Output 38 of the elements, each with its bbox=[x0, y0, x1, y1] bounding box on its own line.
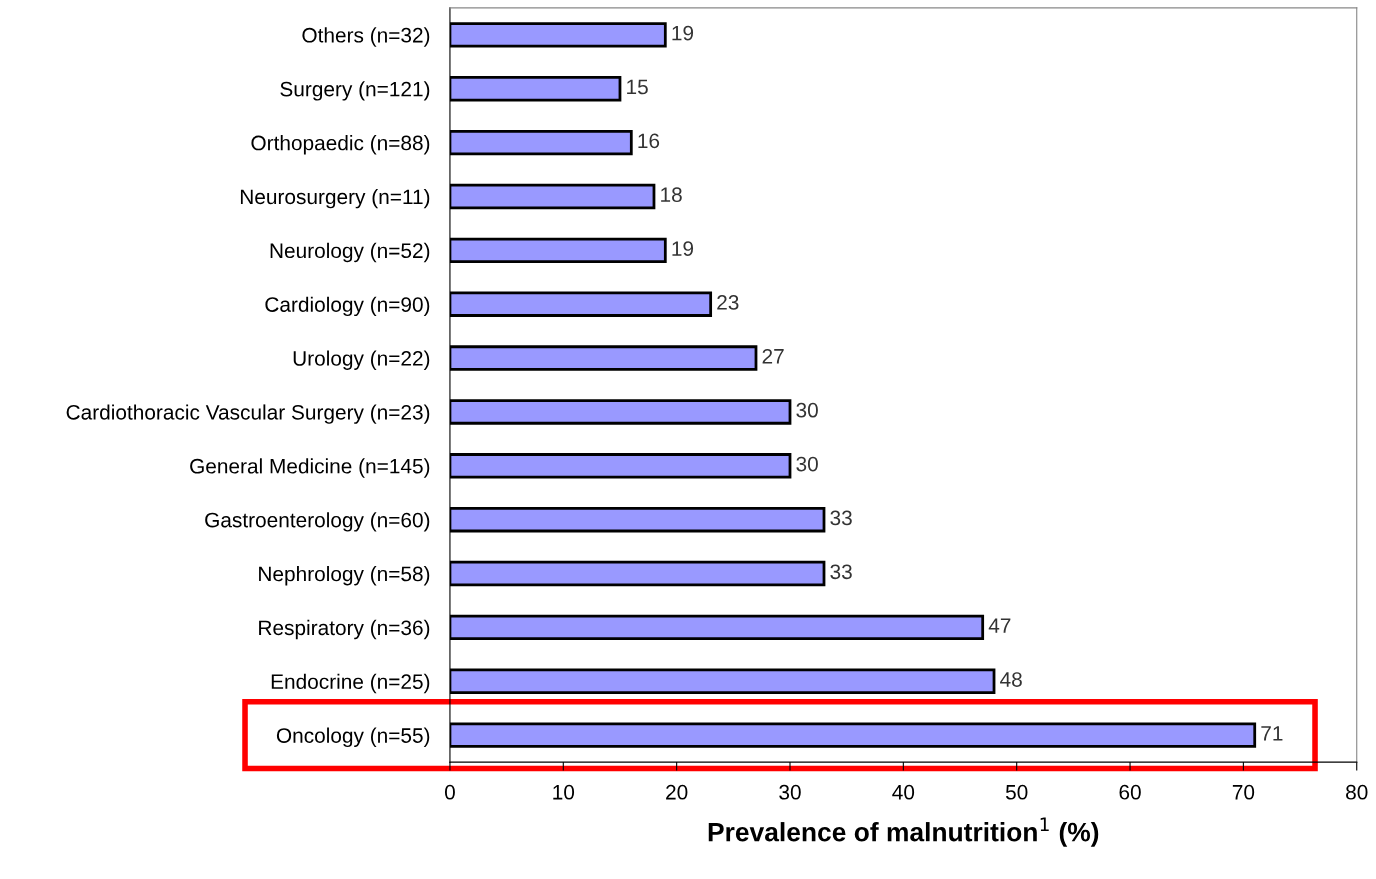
y-tick-label: Urology (n=22) bbox=[293, 350, 430, 370]
data-label: 18 bbox=[661, 187, 682, 203]
data-label: 19 bbox=[672, 241, 694, 256]
y-tick-label: Cardiology (n=90) bbox=[265, 296, 430, 317]
y-tick-label: Endocrine (n=25) bbox=[271, 673, 430, 694]
x-tick-label: 80 bbox=[1346, 784, 1368, 800]
data-label: 16 bbox=[638, 133, 660, 149]
data-label: 71 bbox=[1261, 726, 1283, 741]
x-tick-label: 0 bbox=[444, 784, 455, 800]
data-label: 33 bbox=[830, 510, 852, 526]
x-tick-label: 70 bbox=[1232, 784, 1255, 800]
y-tick-label: Neurology (n=52) bbox=[270, 242, 430, 263]
y-tick-label: Cardiothoracic Vascular Surgery (n=23) bbox=[66, 404, 430, 424]
data-label: 15 bbox=[627, 79, 648, 95]
data-label: 23 bbox=[717, 295, 739, 310]
y-tick-label: General Medicine (n=145) bbox=[190, 458, 430, 478]
y-tick-label: Orthopaedic (n=88) bbox=[251, 135, 430, 155]
data-label: 30 bbox=[796, 402, 818, 418]
data-label: 30 bbox=[796, 456, 818, 472]
y-tick-label: Others (n=32) bbox=[302, 27, 430, 47]
data-label: 47 bbox=[988, 618, 1011, 633]
x-tick-label: 60 bbox=[1119, 784, 1141, 800]
data-label: 19 bbox=[672, 25, 694, 41]
x-tick-label: 20 bbox=[666, 784, 688, 800]
y-tick-label: Surgery (n=121) bbox=[280, 81, 430, 101]
x-tick-label: 50 bbox=[1005, 784, 1028, 800]
y-tick-label: Neurosurgery (n=11) bbox=[240, 188, 430, 209]
x-tick-label: 30 bbox=[779, 784, 801, 800]
y-tick-label: Nephrology (n=58) bbox=[259, 566, 430, 586]
y-tick-label: Gastroenterology (n=60) bbox=[205, 512, 430, 532]
y-tick-label: Oncology (n=55) bbox=[276, 727, 430, 748]
x-tick-label: 40 bbox=[892, 784, 915, 800]
data-label: 27 bbox=[762, 348, 784, 364]
data-label: 33 bbox=[830, 564, 852, 580]
x-tick-label: 10 bbox=[553, 784, 575, 800]
y-tick-label: Respiratory (n=36) bbox=[259, 619, 430, 640]
x-axis-title: Prevalence of malnutrition$^{1}$ (%) bbox=[708, 817, 1099, 847]
data-label: 48 bbox=[1000, 672, 1022, 687]
